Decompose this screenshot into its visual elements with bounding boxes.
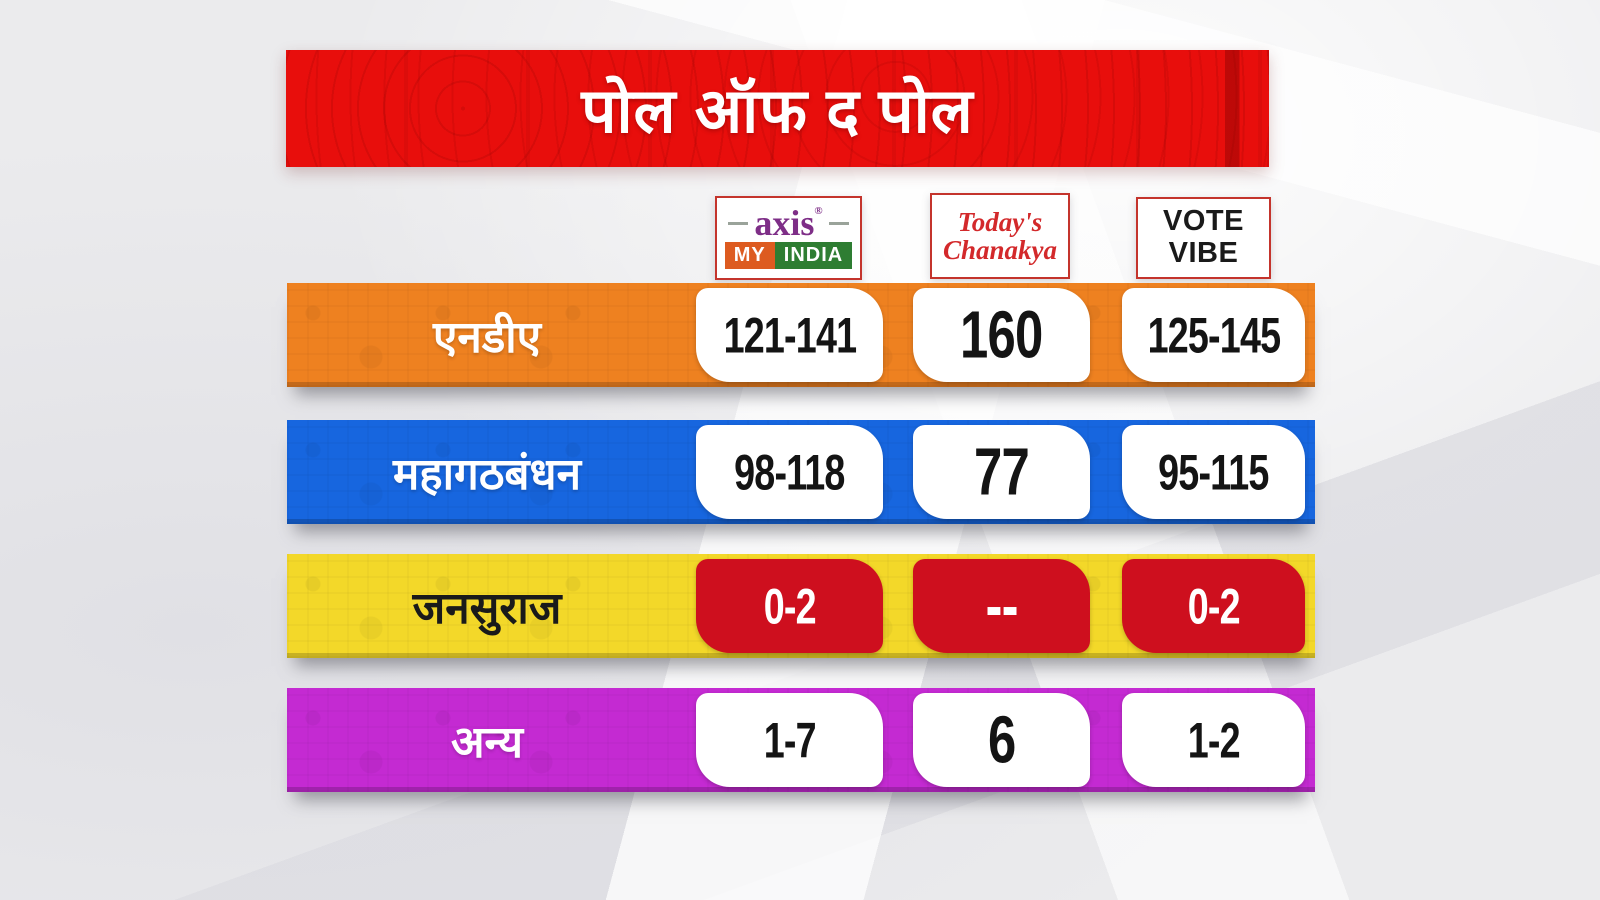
party-row-mahagathbandhan: महागठबंधन 98-118 77 95-115: [287, 420, 1315, 524]
poll-value: 98-118: [734, 443, 845, 501]
poll-value-cell: 125-145: [1122, 288, 1305, 382]
poll-value-cell: 121-141: [696, 288, 883, 382]
party-row-jansuraj: जनसुराज 0-2 -- 0-2: [287, 554, 1315, 658]
pollster-logo-todays-chanakya: Today's Chanakya: [930, 193, 1070, 279]
poll-value: 6: [987, 702, 1016, 778]
poll-value: --: [985, 568, 1018, 644]
party-label: जनसुराज: [412, 584, 562, 633]
axis-logo-word: axis: [754, 203, 815, 244]
poll-value-cell: 95-115: [1122, 425, 1305, 519]
poll-value: 0-2: [1187, 577, 1240, 635]
party-label: महागठबंधन: [392, 450, 581, 499]
axis-logo-dash-right: [828, 221, 849, 225]
chanakya-logo-line1: Today's: [957, 206, 1043, 237]
party-row-nda: एनडीए 121-141 160 125-145: [287, 283, 1315, 387]
registered-mark: ®: [814, 205, 823, 218]
poll-value: 1-7: [763, 711, 816, 769]
chanakya-logo-line2: Chanakya: [942, 235, 1058, 265]
poll-value-cell: 0-2: [1122, 559, 1305, 653]
poll-value-cell: 160: [913, 288, 1090, 382]
poll-value: 95-115: [1158, 443, 1269, 501]
poll-value-cell: 0-2: [696, 559, 883, 653]
axis-logo-my: MY: [724, 241, 775, 269]
poll-value: 0-2: [763, 577, 816, 635]
pollster-logo-vote-vibe: VOTE VIBE: [1136, 197, 1271, 279]
page-title: पोल ऑफ द पोल: [581, 76, 974, 146]
poll-value: 1-2: [1187, 711, 1240, 769]
pollster-logo-axis-my-india: axis® MY INDIA: [715, 196, 862, 280]
poll-value-cell: --: [913, 559, 1090, 653]
votevibe-logo-line2: VIBE: [1168, 237, 1239, 269]
poll-value: 125-145: [1147, 306, 1281, 364]
poll-value: 121-141: [723, 306, 857, 364]
poll-value-cell: 1-2: [1122, 693, 1305, 787]
axis-logo-india: INDIA: [774, 241, 853, 269]
poll-value: 77: [974, 434, 1030, 510]
party-row-others: अन्य 1-7 6 1-2: [287, 688, 1315, 792]
party-label: एनडीए: [432, 313, 542, 362]
axis-logo-dash-left: [728, 221, 749, 225]
axis-logo-wordmark: axis®: [728, 205, 849, 241]
votevibe-logo-line1: VOTE: [1163, 205, 1244, 238]
poll-value-cell: 98-118: [696, 425, 883, 519]
axis-logo-tagline: MY INDIA: [724, 241, 853, 269]
party-label: अन्य: [450, 718, 524, 767]
poll-value-cell: 6: [913, 693, 1090, 787]
poll-value-cell: 77: [913, 425, 1090, 519]
poll-value-cell: 1-7: [696, 693, 883, 787]
title-banner: पोल ऑफ द पोल: [286, 50, 1269, 167]
poll-value: 160: [960, 297, 1043, 373]
